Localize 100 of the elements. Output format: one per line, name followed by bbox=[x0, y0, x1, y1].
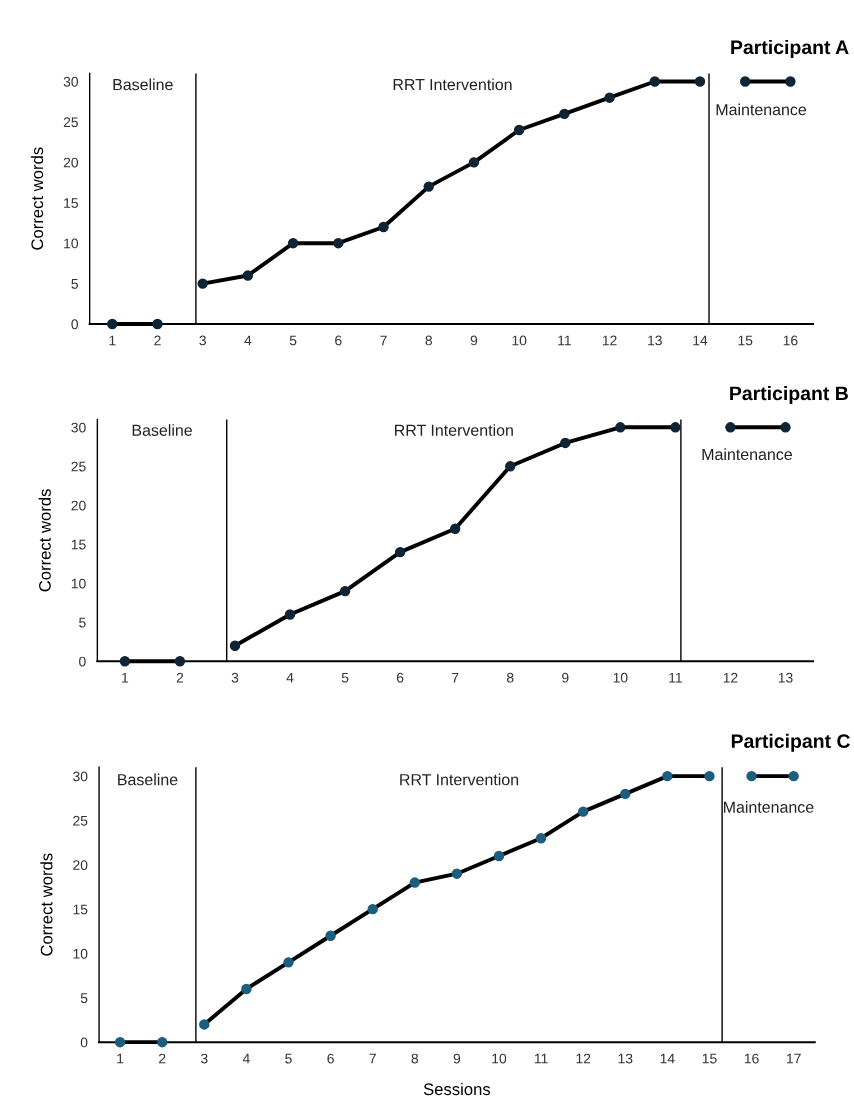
point bbox=[229, 640, 241, 651]
x-tick-label: 5 bbox=[285, 1053, 292, 1064]
annotation: Baseline bbox=[118, 773, 178, 786]
y-tick-label: 0 bbox=[71, 319, 79, 330]
x-tick-label: 1 bbox=[117, 1053, 124, 1064]
x-tick-label: 5 bbox=[289, 335, 297, 346]
point bbox=[493, 850, 505, 862]
x-tick-label: 13 bbox=[618, 1053, 633, 1064]
point bbox=[604, 92, 615, 103]
y-tick-label: 5 bbox=[79, 617, 86, 628]
x-tick-label: 1 bbox=[122, 672, 129, 683]
x-tick-label: 3 bbox=[231, 672, 239, 683]
x-tick-label: 13 bbox=[778, 672, 793, 683]
point bbox=[157, 1036, 168, 1048]
x-tick-label: 6 bbox=[327, 1053, 334, 1064]
y-tick-label: 25 bbox=[73, 815, 88, 826]
point bbox=[174, 656, 186, 667]
point bbox=[284, 609, 296, 620]
point bbox=[152, 318, 163, 330]
annotation: Baseline bbox=[132, 424, 192, 436]
point bbox=[704, 770, 715, 782]
y-tick-label: 5 bbox=[80, 993, 88, 1004]
x-tick-label: 12 bbox=[723, 672, 738, 683]
x-tick-label: 6 bbox=[396, 672, 404, 683]
point bbox=[378, 221, 389, 233]
x-tick-label: 4 bbox=[244, 335, 252, 346]
point bbox=[367, 903, 378, 915]
x-tick-label: 2 bbox=[159, 1053, 166, 1064]
point bbox=[241, 983, 252, 995]
point bbox=[409, 877, 421, 888]
point bbox=[535, 833, 547, 844]
y-tick-label: 15 bbox=[64, 198, 78, 208]
x-tick-label: 14 bbox=[660, 1053, 675, 1064]
x-tick-label: 16 bbox=[783, 335, 798, 346]
y-tick-label: 30 bbox=[73, 771, 88, 782]
point bbox=[725, 422, 736, 433]
point bbox=[788, 770, 799, 782]
y-tick-label: 10 bbox=[64, 238, 79, 249]
point bbox=[513, 124, 525, 136]
y-tick-label: 25 bbox=[63, 117, 78, 128]
x-tick-label: 17 bbox=[787, 1053, 801, 1064]
chart-title: Participant A bbox=[731, 39, 849, 59]
y-tick-label: 0 bbox=[79, 656, 86, 667]
point bbox=[780, 422, 791, 433]
point bbox=[114, 1036, 126, 1048]
point bbox=[197, 278, 208, 289]
x-tick-label: 4 bbox=[242, 1053, 250, 1064]
x-tick-label: 8 bbox=[506, 672, 514, 683]
point bbox=[649, 76, 660, 87]
y-tick-label: 10 bbox=[73, 948, 88, 959]
y-tick-label: 0 bbox=[80, 1037, 88, 1048]
point bbox=[119, 656, 131, 667]
x-tick-label: 14 bbox=[693, 335, 708, 346]
x-tick-label: 2 bbox=[176, 672, 184, 683]
x-tick-label: 1 bbox=[109, 335, 116, 346]
annotation: Maintenance bbox=[723, 801, 814, 813]
x-tick-label: 9 bbox=[453, 1053, 461, 1064]
point bbox=[451, 868, 463, 879]
x-tick-label: 4 bbox=[286, 672, 294, 683]
x-tick-label: 11 bbox=[558, 335, 571, 346]
point bbox=[339, 585, 351, 597]
point bbox=[449, 523, 461, 534]
chart-title: Participant B bbox=[730, 385, 848, 405]
x-tick-label: 13 bbox=[648, 335, 662, 346]
x-tick-label: 9 bbox=[470, 335, 478, 346]
x-tick-label: 7 bbox=[452, 672, 459, 683]
x-tick-label: 11 bbox=[669, 672, 682, 683]
x-axis-title: Sessions bbox=[423, 1082, 491, 1096]
point bbox=[615, 422, 626, 433]
annotation: RRT Intervention bbox=[400, 773, 519, 786]
x-tick-label: 11 bbox=[534, 1053, 548, 1064]
x-tick-label: 10 bbox=[492, 1053, 507, 1064]
point bbox=[199, 1019, 210, 1030]
point bbox=[662, 770, 673, 782]
point bbox=[333, 237, 344, 249]
point bbox=[739, 76, 751, 87]
point bbox=[423, 181, 434, 192]
point bbox=[670, 422, 681, 433]
point bbox=[560, 437, 571, 449]
x-tick-label: 3 bbox=[200, 1053, 208, 1064]
y-axis-title: Correct words bbox=[30, 147, 44, 250]
y-tick-label: 10 bbox=[71, 578, 86, 589]
annotation: Maintenance bbox=[716, 103, 807, 116]
x-tick-label: 3 bbox=[199, 335, 206, 346]
x-tick-label: 15 bbox=[702, 1053, 717, 1064]
point bbox=[242, 270, 254, 281]
point bbox=[468, 157, 480, 168]
y-tick-label: 15 bbox=[73, 904, 88, 915]
x-tick-label: 2 bbox=[154, 335, 161, 346]
point bbox=[394, 546, 406, 558]
point bbox=[283, 957, 294, 968]
x-tick-label: 16 bbox=[744, 1053, 759, 1064]
x-tick-label: 12 bbox=[576, 1053, 591, 1064]
y-tick-label: 20 bbox=[73, 860, 88, 870]
annotation: RRT Intervention bbox=[393, 78, 512, 91]
x-tick-label: 9 bbox=[562, 672, 569, 683]
chart-title: Participant C bbox=[731, 733, 850, 752]
x-tick-label: 10 bbox=[512, 335, 527, 346]
point bbox=[746, 770, 757, 782]
x-tick-label: 6 bbox=[335, 335, 342, 346]
